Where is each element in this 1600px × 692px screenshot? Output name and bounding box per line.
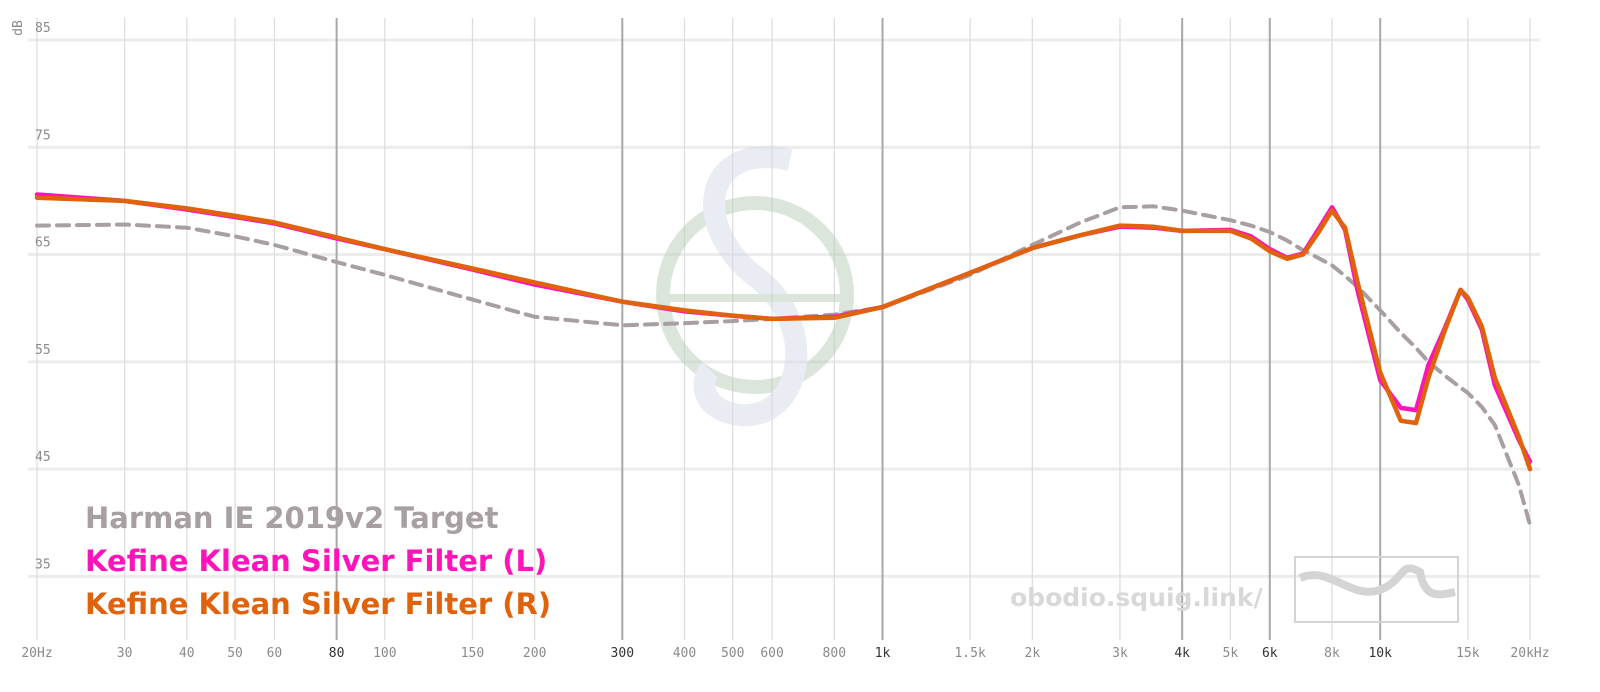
logo-box <box>1294 556 1459 623</box>
x-tick-label: 500 <box>721 646 744 661</box>
x-tick-label: 2k <box>1025 646 1041 661</box>
frequency-response-line <box>34 195 1533 472</box>
logo-watermark <box>656 146 854 427</box>
grid <box>28 18 1540 640</box>
y-tick-label: 65 <box>35 236 51 251</box>
x-tick-label: 150 <box>461 646 484 661</box>
x-tick-label: 15k <box>1456 646 1480 661</box>
legend-entry: Kefine Klean Silver Filter (R) <box>85 587 551 621</box>
y-tick-label: 45 <box>35 450 51 465</box>
x-tick-label: 600 <box>760 646 783 661</box>
x-tick-label: 800 <box>823 646 846 661</box>
x-tick-label: 100 <box>373 646 396 661</box>
x-tick-label: 20Hz <box>21 646 52 661</box>
x-tick-label: 8k <box>1324 646 1340 661</box>
x-tick-label: 300 <box>611 646 634 661</box>
y-tick-label: 35 <box>35 557 51 572</box>
y-tick-label: 75 <box>35 128 51 143</box>
y-axis-label: dB <box>11 20 26 36</box>
x-tick-label: 20kHz <box>1510 646 1549 661</box>
y-tick-label: 55 <box>35 343 51 358</box>
x-tick-label: 5k <box>1223 646 1239 661</box>
x-tick-label: 30 <box>117 646 133 661</box>
x-tick-label: 6k <box>1262 646 1278 661</box>
x-tick-label: 400 <box>673 646 696 661</box>
x-tick-label: 50 <box>227 646 243 661</box>
x-tick-label: 3k <box>1112 646 1128 661</box>
x-tick-label: 1.5k <box>954 646 985 661</box>
x-tick-label: 1k <box>875 646 891 661</box>
legend-entry: Harman IE 2019v2 Target <box>85 501 499 535</box>
x-tick-label: 40 <box>179 646 195 661</box>
x-tick-label: 60 <box>267 646 283 661</box>
legend-entry: Kefine Klean Silver Filter (L) <box>85 544 547 578</box>
y-tick-label: 85 <box>35 21 51 36</box>
x-tick-label: 200 <box>523 646 546 661</box>
x-tick-label: 4k <box>1174 646 1190 661</box>
x-tick-label: 80 <box>329 646 345 661</box>
x-tick-label: 10k <box>1368 646 1392 661</box>
watermark: obodio.squig.link/ <box>1010 583 1263 612</box>
